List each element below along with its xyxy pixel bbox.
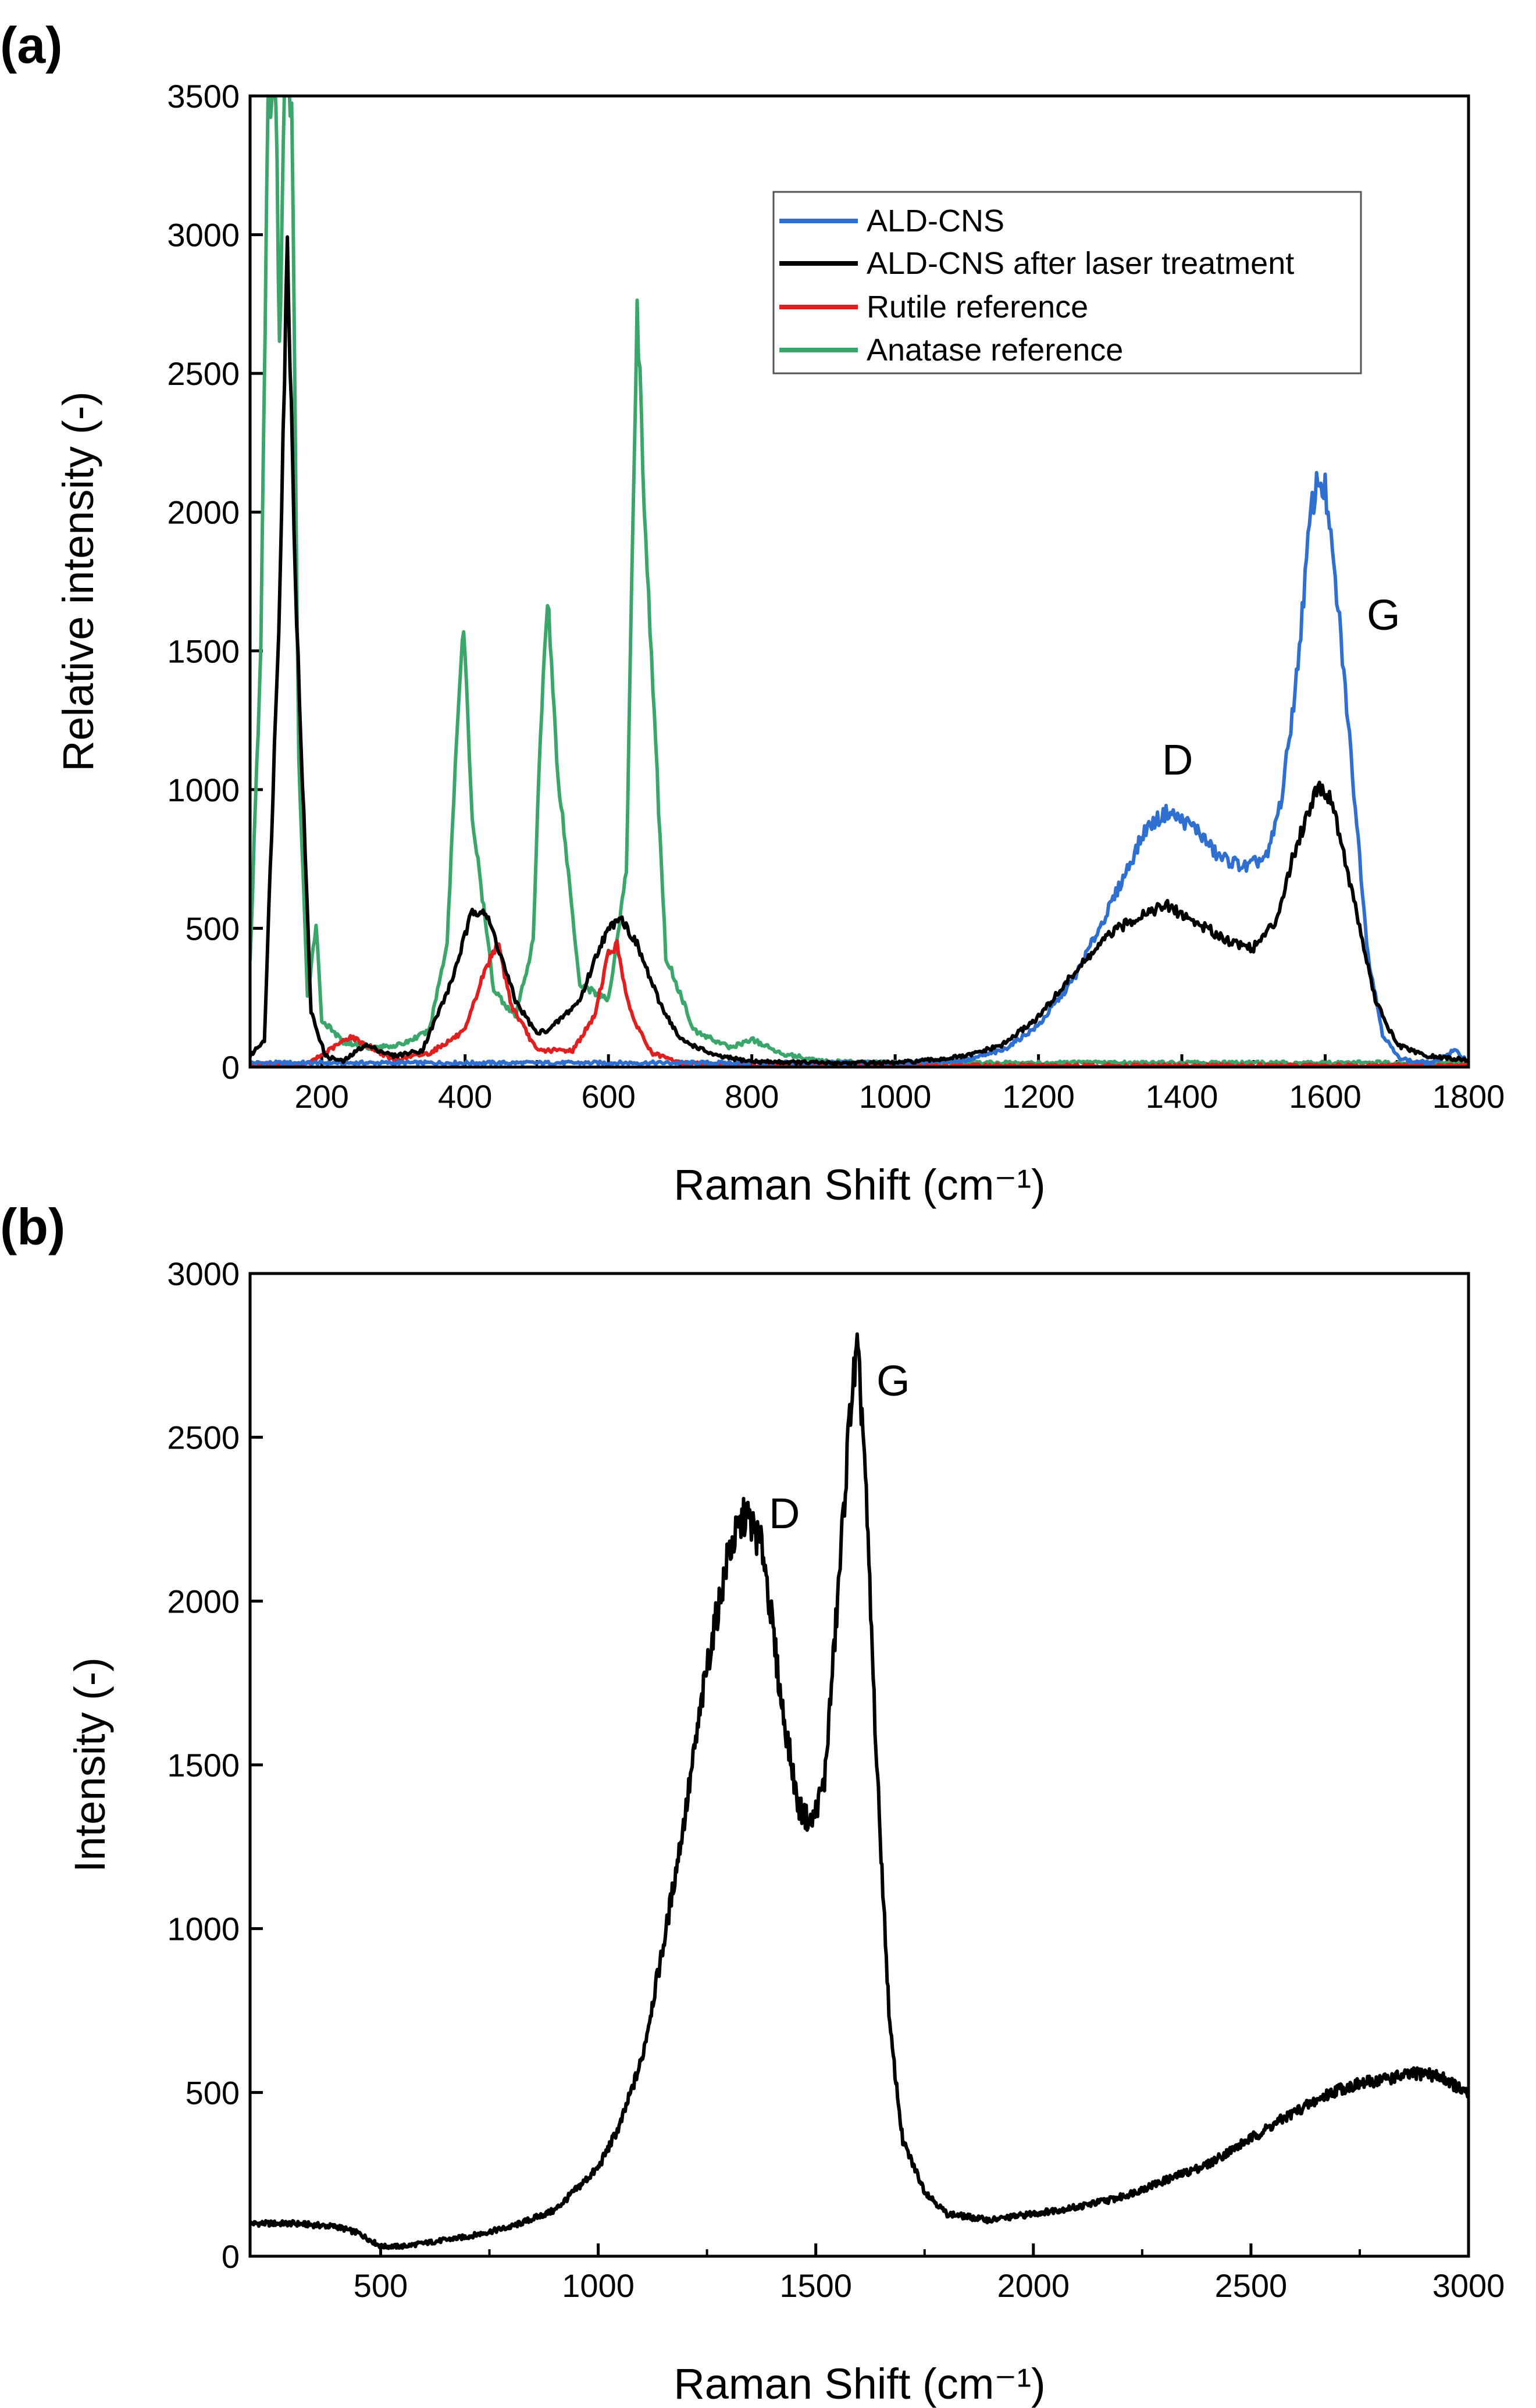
legend-item-ald-cns: ALD-CNS [779, 204, 1004, 238]
panel-a-x-tick-label: 1800 [1432, 1078, 1505, 1115]
series-line-ald-cns-after-laser-treatment [250, 235, 1469, 1066]
legend-label-rutile: Rutile reference [867, 290, 1088, 324]
panel-b-x-tick-label: 1500 [779, 2267, 852, 2304]
panel-a-y-axis-title: Relative intensity (-) [54, 391, 102, 772]
panel-b-axis-ticks [250, 1272, 1470, 2258]
panel-a-annotation-d: D [1162, 736, 1193, 784]
legend-box [772, 191, 1362, 374]
panel-a-y-tick-label: 2500 [167, 355, 240, 392]
panel-a-x-tick-label: 600 [581, 1078, 635, 1115]
legend-label-anatase: Anatase reference [867, 333, 1123, 368]
panel-a-annotation-g: G [1367, 591, 1400, 639]
panel-a-y-tick-label: 3000 [167, 217, 240, 254]
series-line-spectrum [250, 1332, 1469, 2250]
panel-a-tick-labels: 200 400 600 800 1000 1200 1400 1600 1800 0 500 1000… [167, 78, 1505, 1115]
panel-b-x-tick-label: 1000 [562, 2267, 635, 2304]
panel-a-x-tick-label: 800 [725, 1078, 779, 1115]
panel-a-x-tick-label: 1400 [1146, 1078, 1218, 1115]
panel-b-y-tick-label: 1500 [167, 1747, 240, 1783]
panel-b-plot-area: 500 1000 1500 2000 2500 3000 0 500 1000 1500 2000 2… [167, 1255, 1505, 2304]
panel-b-x-tick-label: 2000 [997, 2267, 1070, 2304]
legend-label-ald-cns-laser: ALD-CNS after laser treatment [867, 246, 1294, 281]
legend: ALD-CNS ALD-CNS after laser treatment Ru… [772, 191, 1362, 374]
panel-a: (a) 200 400 600 800 1000 1200 1400 1600 1800 0 500… [0, 16, 1505, 1209]
legend-item-anatase: Anatase reference [779, 333, 1123, 368]
panel-b-y-tick-label: 2500 [167, 1419, 240, 1456]
panel-a-x-tick-label: 1200 [1002, 1078, 1075, 1115]
legend-item-rutile: Rutile reference [779, 290, 1088, 324]
panel-b-y-tick-label: 1000 [167, 1911, 240, 1947]
panel-b-x-tick-label: 3000 [1432, 2267, 1505, 2304]
panel-a-x-tick-label: 200 [295, 1078, 349, 1115]
panel-b-y-tick-label: 0 [222, 2238, 240, 2275]
panel-a-y-tick-label: 0 [222, 1049, 240, 1086]
panel-a-x-axis-title: Raman Shift (cm⁻¹) [673, 1161, 1045, 1209]
series-line-ald-cns [250, 470, 1469, 1066]
panel-b-y-tick-label: 500 [186, 2074, 240, 2111]
panel-a-x-tick-label: 1600 [1289, 1078, 1362, 1115]
panel-a-y-tick-label: 3500 [167, 78, 240, 115]
panel-b-y-tick-label: 3000 [167, 1255, 240, 1292]
panel-b-annotation-d: D [769, 1489, 800, 1537]
panel-b-frame [248, 1272, 1470, 2258]
panel-a-label: (a) [0, 16, 63, 74]
panel-b-x-tick-label: 2500 [1215, 2267, 1288, 2304]
panel-b: (b) 500 1000 1500 2000 2500 3000 0 500 1000 1500 2… [0, 1198, 1505, 2408]
panel-a-x-tick-label: 1000 [859, 1078, 932, 1115]
panel-a-frame [248, 94, 1470, 1069]
panel-b-y-axis-title: Intensity (-) [66, 1657, 114, 1872]
panel-a-y-tick-label: 1500 [167, 633, 240, 669]
panel-a-y-tick-label: 500 [186, 910, 240, 947]
panel-b-tick-labels: 500 1000 1500 2000 2500 3000 0 500 1000 1500 2000 2… [167, 1255, 1505, 2304]
panel-a-plot-area: 200 400 600 800 1000 1200 1400 1600 1800 0 500 1000… [167, 78, 1505, 1115]
panel-a-x-tick-label: 400 [438, 1078, 492, 1115]
legend-item-ald-cns-laser: ALD-CNS after laser treatment [779, 246, 1294, 281]
panel-b-x-tick-label: 500 [354, 2267, 408, 2304]
panel-b-annotation-g: G [876, 1357, 910, 1405]
legend-label-ald-cns: ALD-CNS [867, 204, 1004, 238]
panel-a-y-tick-label: 2000 [167, 494, 240, 531]
panel-b-y-tick-label: 2000 [167, 1583, 240, 1619]
panel-b-series-group [250, 1332, 1469, 2250]
panel-a-y-tick-label: 1000 [167, 772, 240, 808]
panel-b-x-axis-title: Raman Shift (cm⁻¹) [673, 2360, 1045, 2408]
panel-b-label: (b) [0, 1198, 65, 1255]
